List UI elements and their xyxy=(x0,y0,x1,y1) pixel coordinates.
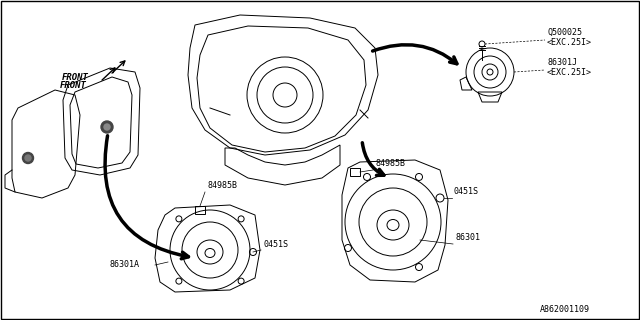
Text: 84985B: 84985B xyxy=(375,159,405,168)
Text: FRONT: FRONT xyxy=(60,81,87,90)
Circle shape xyxy=(104,124,110,130)
Text: <EXC.25I>: <EXC.25I> xyxy=(547,68,592,77)
Text: Q500025: Q500025 xyxy=(547,28,582,37)
Text: 86301: 86301 xyxy=(455,233,480,242)
Text: A862001109: A862001109 xyxy=(540,305,590,314)
Text: 0451S: 0451S xyxy=(263,240,288,249)
Circle shape xyxy=(101,121,113,133)
Circle shape xyxy=(22,153,33,164)
Text: FRONT: FRONT xyxy=(62,73,89,82)
Text: <EXC.25I>: <EXC.25I> xyxy=(547,38,592,47)
Text: 84985B: 84985B xyxy=(208,181,238,190)
Text: 86301A: 86301A xyxy=(110,260,140,269)
Circle shape xyxy=(25,155,31,161)
Text: 86301J: 86301J xyxy=(547,58,577,67)
Text: 0451S: 0451S xyxy=(454,187,479,196)
